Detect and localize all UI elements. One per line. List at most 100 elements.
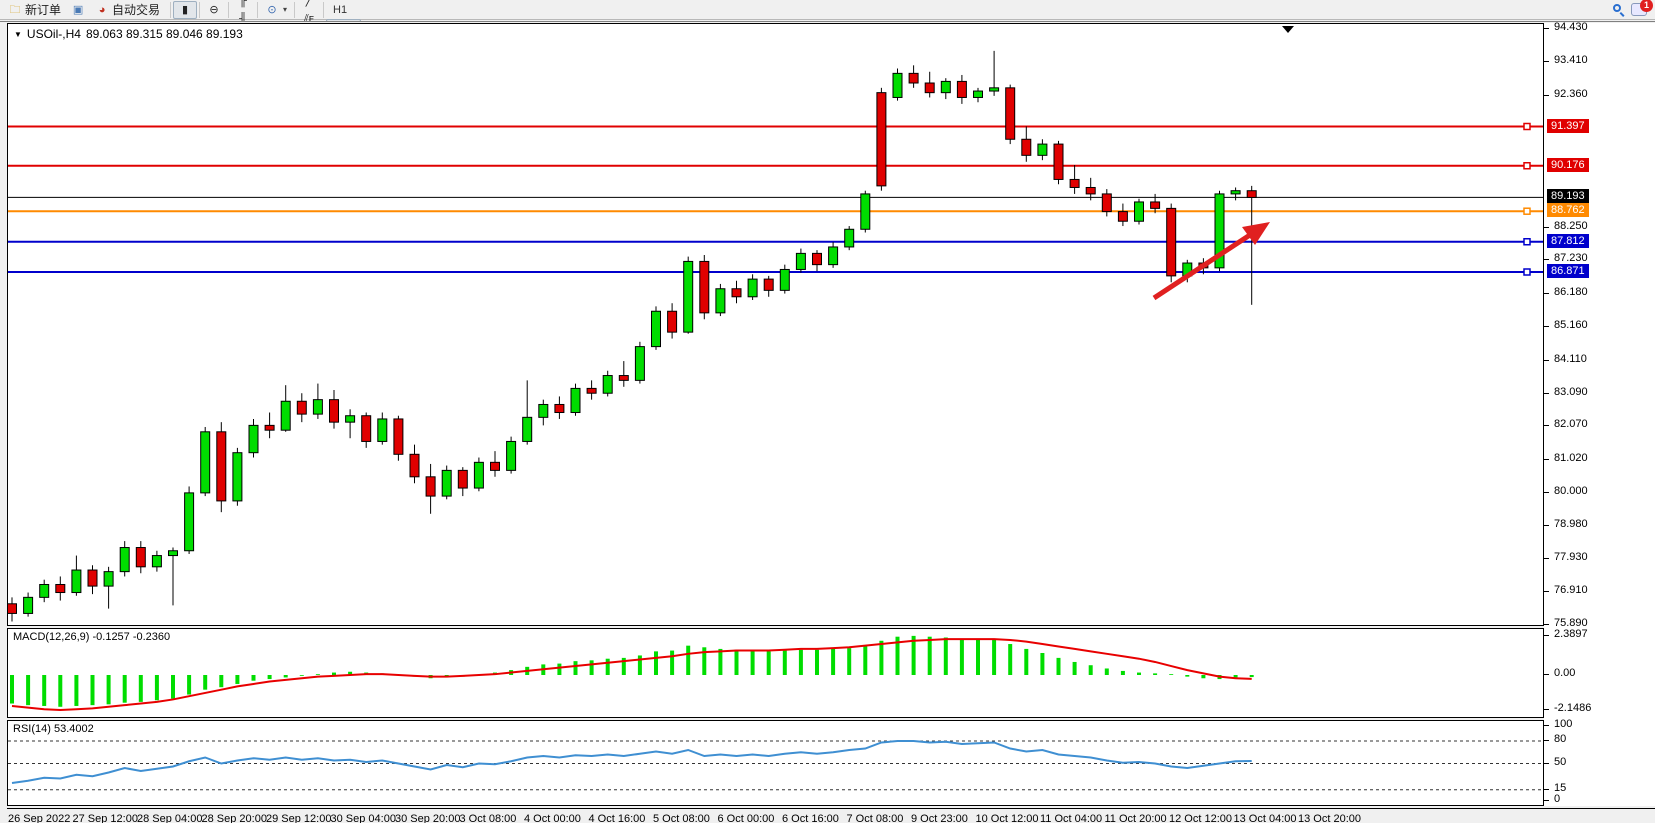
time-axis-label: 28 Sep 20:00 [201,813,267,823]
rsi-pane[interactable]: RSI(14) 53.4002 [7,720,1544,806]
time-axis-label: 30 Sep 04:00 [330,813,396,823]
zoom-out-button[interactable]: ⊖ [202,1,226,19]
new-order-button[interactable]: 🗀 新订单 [3,1,66,19]
level-endpoint-marker[interactable] [1523,122,1531,131]
auto-trading-icon: ◕ [98,3,106,16]
level-endpoint-marker[interactable] [1523,162,1531,170]
macd-pane[interactable]: MACD(12,26,9) -0.1257 -0.2360 [7,628,1544,718]
toolbar-separator [323,1,325,18]
time-axis-label: 13 Oct 04:00 [1233,813,1297,823]
candle-bull [602,375,613,394]
candle-bull [795,252,806,270]
time-axis-label: 30 Sep 20:00 [395,813,461,823]
candle-bull [538,403,549,418]
toolbar-right-group: 1 [1613,0,1655,17]
price-tick-label: 84.110 [1554,352,1587,365]
equidistant-channel-button[interactable]: ⫽ᴇ [297,10,321,28]
candle-bull [39,583,50,598]
candle-bear [908,72,919,84]
rsi-chart [8,740,1543,791]
axis-tick-mark [1544,558,1549,560]
level-endpoint-marker[interactable] [1523,268,1531,276]
search-icon[interactable] [1613,3,1625,17]
axis-tick-mark [1544,788,1549,790]
time-axis-label: 3 Oct 08:00 [459,813,517,823]
time-axis-label: 11 Oct 20:00 [1104,813,1167,823]
price-axis[interactable]: 94.430 93.410 92.360 88.250 87.230 86.180 85.1… [1544,21,1655,806]
axis-tick-mark [1544,392,1549,394]
candle-bear [1117,211,1128,222]
candle-bear [425,476,436,497]
candle-bull [860,193,871,230]
level-endpoint-marker[interactable] [1523,237,1531,246]
candle-bear [409,453,420,478]
price-tick-label: 80.000 [1554,484,1588,497]
price-tick-label: 77.930 [1554,551,1588,564]
time-axis[interactable]: 26 Sep 2022 27 Sep 12:00 28 Sep 04:00 28 Se… [7,808,1655,823]
axis-tick-mark [1544,226,1549,228]
time-axis-label: 9 Oct 23:00 [911,813,968,823]
auto-trading-button[interactable]: ◕ 自动交易 [90,1,165,19]
candle-bull [441,469,452,497]
price-tick-label: 86.180 [1554,286,1588,299]
chart-shift-button[interactable]: ╢ [231,10,255,28]
time-axis-label: 28 Sep 04:00 [137,813,203,823]
candle-bear [699,260,710,314]
main-toolbar: 🗀 新订单 ▤▣◉ ◕ 自动交易 ╫▮∿ ⊕⊖▦ ╟╢ ╋▾⊙▾▩▾ ↖┼│─╱… [0,0,1655,97]
ohlc-values: 89.063 89.315 89.046 89.193 [85,27,243,41]
candle-bear [956,80,967,98]
toolbar-separator [257,1,259,18]
candle-bear [1166,207,1177,277]
candle-bear [135,547,146,568]
candle-bull [779,268,790,291]
candlestick-chart-button[interactable]: ▮ [173,0,198,19]
candlestick-chart[interactable] [8,24,1543,625]
candle-bull [184,492,195,552]
axis-tick-mark [1544,674,1549,675]
toolbar-separator [294,1,296,18]
candle-bear [763,278,774,291]
candle-bear [87,569,98,587]
data-window-button[interactable]: ▣ [66,1,90,19]
candlestick-chart-icon: ▮ [182,3,189,16]
candle-bull [747,278,758,298]
periods-button[interactable]: ⊙ ▾ [260,1,292,19]
candle-bull [168,550,178,557]
macd-signal-line [11,638,1252,712]
candle-bull [1134,201,1144,222]
axis-tick-mark [1544,425,1549,427]
candle-bear [329,399,339,423]
candle-bull [232,452,243,502]
price-tick-label: 78.980 [1554,517,1588,530]
chart-shift-marker-icon[interactable] [1282,26,1294,33]
candle-bear [876,92,887,187]
candle-bull [473,461,484,489]
candle-bull [345,415,356,423]
axis-tick-mark [1544,591,1549,593]
trendline-button[interactable]: ╱ [297,0,321,10]
collapse-triangle-icon[interactable]: ▼ [14,29,22,39]
candle-bull [103,571,114,587]
macd-axis-label: -2.1486 [1554,702,1592,715]
toolbar-separator [228,1,230,18]
price-tick-label: 94.430 [1554,21,1588,33]
timeframe-button-h1[interactable]: H1 [333,3,348,16]
price-chart-pane[interactable]: ▼ USOil-,H4 89.063 89.315 89.046 89.193 [7,23,1544,626]
candle-bull [119,547,130,573]
toolbar-separator [170,1,172,18]
candle-bull [151,555,162,568]
level-endpoint-marker[interactable] [1523,207,1531,215]
candle-bear [667,310,678,333]
candle-bull [892,72,903,98]
auto-scroll-button[interactable]: ╟ [231,0,255,10]
candle-bull [715,288,726,314]
chat-icon[interactable]: 1 [1631,0,1653,16]
time-axis-label: 10 Oct 12:00 [975,813,1039,823]
trend-arrow-annotation[interactable] [1152,222,1270,301]
periods-icon: ⊙ [267,3,277,16]
axis-tick-mark [1544,326,1549,327]
axis-tick-mark [1544,94,1549,96]
axis-tick-mark [1544,524,1549,526]
equidistant-channel-icon: ⫽ᴇ [303,12,315,25]
time-axis-label: 5 Oct 08:00 [653,813,710,823]
